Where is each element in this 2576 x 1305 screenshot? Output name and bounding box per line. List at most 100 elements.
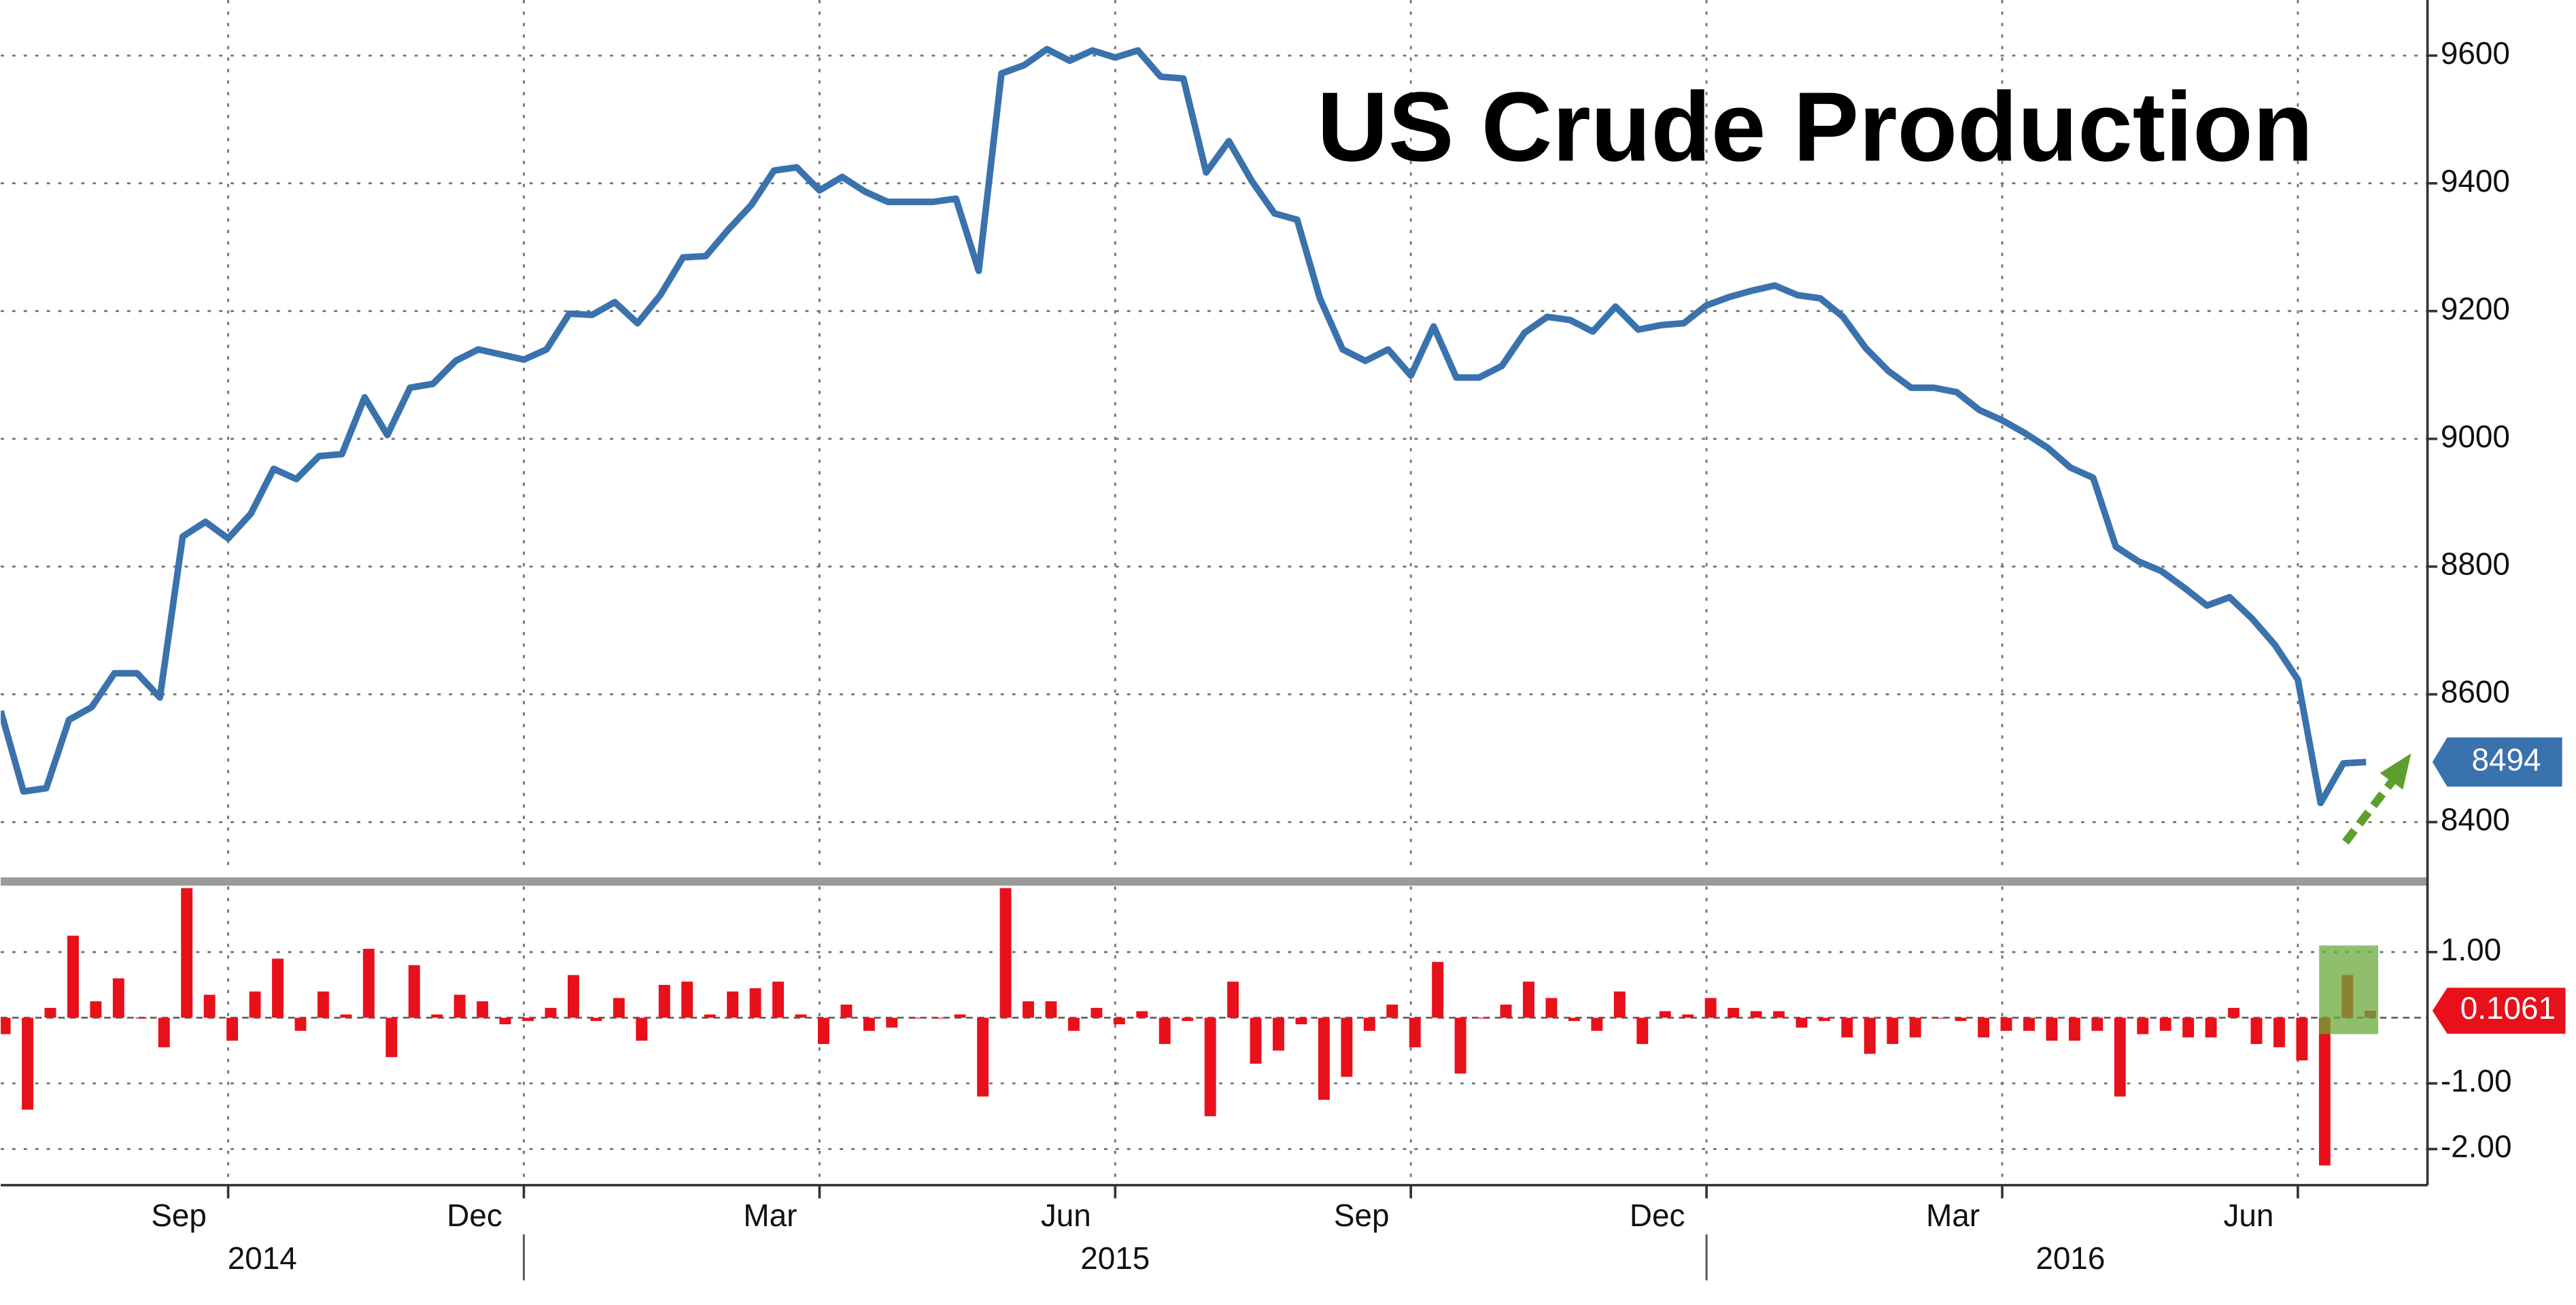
x-tick-label: Jun: [2223, 1198, 2273, 1233]
bar: [1158, 1017, 1171, 1044]
x-tick-label: Sep: [1334, 1198, 1390, 1233]
bar: [2228, 1007, 2240, 1018]
last-value-tag: [2432, 988, 2566, 1034]
bar: [727, 991, 739, 1018]
bar: [1045, 1001, 1057, 1018]
y-tick-label: 1.00: [2441, 932, 2501, 967]
bar: [1500, 1005, 1512, 1018]
bar: [886, 1017, 898, 1028]
bar: [2205, 1017, 2217, 1038]
bar: [908, 1017, 921, 1019]
bar: [2318, 1017, 2331, 1166]
bar: [613, 998, 625, 1018]
y-tick-label: 8600: [2441, 674, 2510, 710]
bar: [385, 1017, 398, 1058]
bar: [772, 981, 784, 1018]
bar: [1363, 1017, 1375, 1031]
bar: [431, 1014, 443, 1018]
y-tick-label: 8400: [2441, 802, 2510, 837]
bar: [749, 988, 761, 1018]
bar: [704, 1014, 716, 1018]
bar: [999, 888, 1012, 1018]
x-tick-label: Dec: [447, 1198, 502, 1233]
bar: [340, 1014, 352, 1018]
bar: [2182, 1017, 2195, 1038]
y-tick-label: 9200: [2441, 291, 2510, 326]
bar: [1613, 991, 1626, 1018]
y-tick-label: -2.00: [2441, 1129, 2512, 1164]
bar: [1409, 1017, 1421, 1047]
bar: [977, 1017, 989, 1097]
bar: [931, 1017, 944, 1019]
bar: [1864, 1017, 1876, 1054]
x-tick-label: Sep: [151, 1198, 207, 1233]
x-tick-label: Dec: [1630, 1198, 1685, 1233]
bar: [2250, 1017, 2263, 1044]
bar: [1113, 1017, 1125, 1025]
bar: [294, 1017, 307, 1031]
highlight-box: [2319, 945, 2379, 1034]
bar: [658, 985, 670, 1018]
bar: [2046, 1017, 2058, 1041]
x-tick-label: Mar: [743, 1198, 797, 1233]
last-value-label: 0.1061: [2460, 990, 2556, 1026]
y-tick-label: 8800: [2441, 546, 2510, 582]
bar: [954, 1014, 966, 1018]
year-label: 2014: [228, 1240, 297, 1276]
bar: [453, 994, 466, 1018]
bar: [795, 1014, 807, 1018]
bar: [1090, 1007, 1103, 1018]
bar: [2068, 1017, 2080, 1041]
bar: [44, 1007, 56, 1018]
bar: [2091, 1017, 2103, 1031]
bar: [2273, 1017, 2285, 1047]
bar: [590, 1017, 602, 1022]
y-tick-label: 9000: [2441, 419, 2510, 454]
bar: [1796, 1017, 1808, 1028]
bar: [863, 1017, 875, 1031]
green-arrow: [2342, 753, 2411, 845]
bar: [1704, 998, 1717, 1018]
bar: [681, 981, 693, 1018]
lower-panel: 1.00 -1.00 -2.00 0.1061 Sep Dec Mar Jun Sep Dec Ma…: [1, 886, 2566, 1281]
bar: [2114, 1017, 2126, 1097]
bar: [636, 1017, 648, 1041]
bar: [67, 935, 79, 1018]
chart-title: US Crude Production: [1317, 71, 2313, 181]
bar: [1682, 1014, 1694, 1018]
bar: [1295, 1017, 1307, 1025]
bar: [1432, 962, 1444, 1018]
bar: [203, 994, 216, 1018]
bar: [1523, 981, 1534, 1018]
bar: [1750, 1011, 1762, 1018]
x-tick-label: Jun: [1041, 1198, 1091, 1233]
bar: [1909, 1017, 1921, 1038]
bar: [1978, 1017, 1990, 1038]
line-series: [1, 46, 2367, 807]
bar: [2000, 1017, 2012, 1031]
bar: [1067, 1017, 1080, 1031]
bar: [1568, 1017, 1580, 1022]
bar: [408, 965, 420, 1018]
arrow-shaft: [2342, 776, 2399, 845]
bar: [181, 888, 193, 1018]
bar: [1636, 1017, 1649, 1044]
bar: [1204, 1017, 1216, 1117]
bar: [158, 1017, 170, 1047]
bar: [545, 1007, 557, 1018]
bar: [1477, 1017, 1490, 1019]
bar: [1773, 1011, 1785, 1018]
last-value-label: 8494: [2471, 742, 2541, 777]
bar: [567, 975, 579, 1018]
bar: [522, 1017, 534, 1022]
bar: [1136, 1011, 1148, 1018]
bar: [2023, 1017, 2035, 1031]
year-label: 2016: [2036, 1240, 2105, 1276]
bar: [1182, 1017, 1194, 1022]
bar: [226, 1017, 239, 1041]
bar: [477, 1001, 489, 1018]
y-tick-label: -1.00: [2441, 1063, 2512, 1098]
bar: [22, 1017, 34, 1110]
bar: [1955, 1017, 1967, 1022]
